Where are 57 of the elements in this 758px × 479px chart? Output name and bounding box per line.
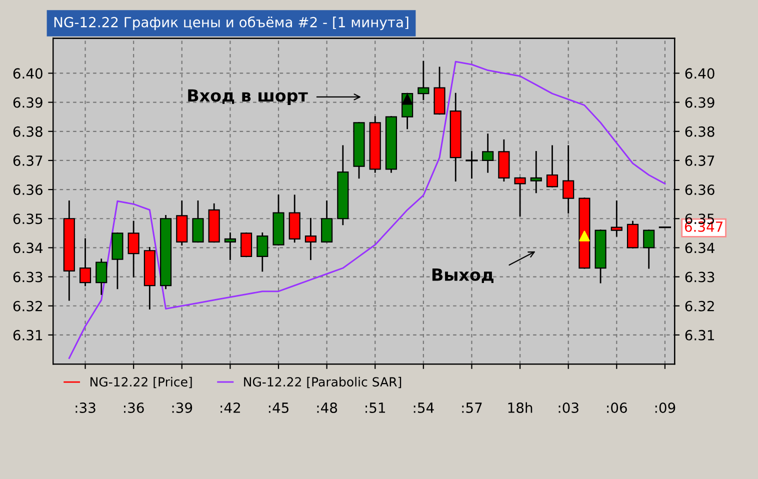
y2-tick-label: 6.36 bbox=[685, 184, 714, 196]
candlestick bbox=[418, 60, 430, 100]
annotation: Вход в шорт bbox=[188, 89, 308, 106]
y2-tick-label: 6.38 bbox=[685, 126, 714, 137]
x-tick-label: :36 bbox=[124, 402, 144, 413]
y2-tick-label: 6.39 bbox=[685, 97, 714, 108]
y-tick-label: 6.33 bbox=[13, 272, 42, 282]
candlestick bbox=[482, 134, 494, 173]
y-tick-label: 6.31 bbox=[13, 330, 42, 340]
x-tick-label: :42 bbox=[220, 402, 240, 413]
candlestick bbox=[466, 151, 478, 179]
candlestick bbox=[240, 232, 252, 258]
y-tick-label: 6.35 bbox=[13, 214, 42, 224]
y-tick-label: 6.34 bbox=[13, 242, 43, 254]
x-tick-label: :45 bbox=[268, 402, 288, 413]
legend-label: NG-12.22 [Price] bbox=[90, 376, 192, 388]
candlestick bbox=[96, 258, 108, 295]
x-tick-label: :06 bbox=[607, 402, 627, 413]
x-tick-label: :57 bbox=[462, 402, 482, 413]
line-series bbox=[68, 60, 666, 359]
x-tick-label: :09 bbox=[655, 402, 676, 413]
y2-tick-label: 6.37 bbox=[685, 155, 714, 166]
candlestick bbox=[530, 151, 542, 194]
y2-tick-label: 6.40 bbox=[685, 68, 714, 79]
candlestick bbox=[321, 200, 333, 243]
y2-tick-label: 6.31 bbox=[685, 330, 714, 340]
y-tick-label: 6.39 bbox=[13, 97, 42, 108]
candlestick bbox=[546, 145, 558, 188]
x-tick-label: :54 bbox=[414, 402, 434, 413]
candlestick bbox=[562, 145, 574, 214]
y-tick-label: 6.32 bbox=[13, 300, 42, 312]
candlestick bbox=[256, 232, 268, 272]
chart-title: NG-12.22 График цены и объёма #2 - [1 минута] bbox=[54, 16, 408, 30]
candlestick bbox=[224, 232, 236, 260]
x-tick-label: 18h bbox=[508, 402, 532, 413]
x-tick-label: :51 bbox=[366, 402, 386, 413]
candlestick bbox=[128, 220, 140, 278]
candlestick bbox=[610, 200, 622, 237]
candlestick bbox=[514, 177, 526, 216]
y-tick-label: 6.36 bbox=[13, 184, 42, 196]
x-tick-label: :33 bbox=[76, 402, 96, 413]
y-tick-label: 6.40 bbox=[13, 68, 42, 79]
y2-tick-label: 6.34 bbox=[685, 242, 714, 254]
legend-label: NG-12.22 [Parabolic SAR] bbox=[244, 376, 402, 388]
candlestick bbox=[79, 238, 92, 286]
y-tick-label: 6.37 bbox=[13, 155, 42, 166]
y2-tick-label: 6.32 bbox=[685, 300, 714, 312]
y-tick-label: 6.38 bbox=[13, 126, 42, 137]
x-tick-label: :48 bbox=[317, 402, 338, 413]
y2-tick-label: 6.33 bbox=[685, 272, 714, 282]
candlestick bbox=[192, 200, 204, 243]
candlestick bbox=[643, 230, 655, 269]
candlestick bbox=[304, 218, 316, 260]
candlestick bbox=[626, 220, 639, 248]
x-tick-label: :39 bbox=[172, 402, 192, 413]
annotation: Выход bbox=[432, 268, 494, 283]
x-tick-label: :03 bbox=[558, 402, 578, 413]
